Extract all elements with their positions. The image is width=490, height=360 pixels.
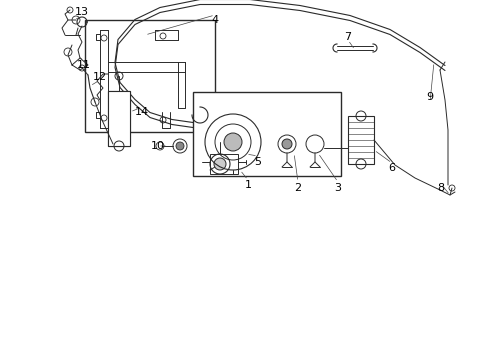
Text: 3: 3 [335,183,342,193]
Circle shape [282,139,292,149]
Bar [193,92,341,176]
Text: 9: 9 [426,92,434,102]
Text: 10: 10 [151,141,165,151]
Text: 8: 8 [438,183,444,193]
Text: 11: 11 [77,60,91,70]
Bar [210,154,238,174]
Circle shape [176,142,184,150]
Text: 2: 2 [294,183,301,193]
Bar [108,91,130,146]
Circle shape [224,133,242,151]
Text: 12: 12 [93,72,107,82]
Circle shape [214,158,226,170]
Bar [348,116,374,164]
Bar [85,20,215,132]
Text: 14: 14 [135,107,149,117]
Text: 5: 5 [254,157,262,167]
Text: 4: 4 [212,15,219,25]
Text: 1: 1 [245,180,251,190]
Text: 6: 6 [389,163,395,173]
Text: 13: 13 [75,7,89,17]
Text: 7: 7 [344,32,351,42]
Bar [108,91,130,146]
